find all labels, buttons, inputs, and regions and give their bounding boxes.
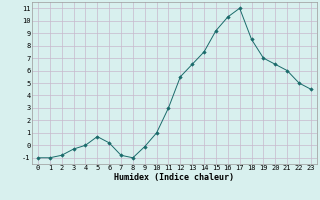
X-axis label: Humidex (Indice chaleur): Humidex (Indice chaleur): [115, 173, 234, 182]
